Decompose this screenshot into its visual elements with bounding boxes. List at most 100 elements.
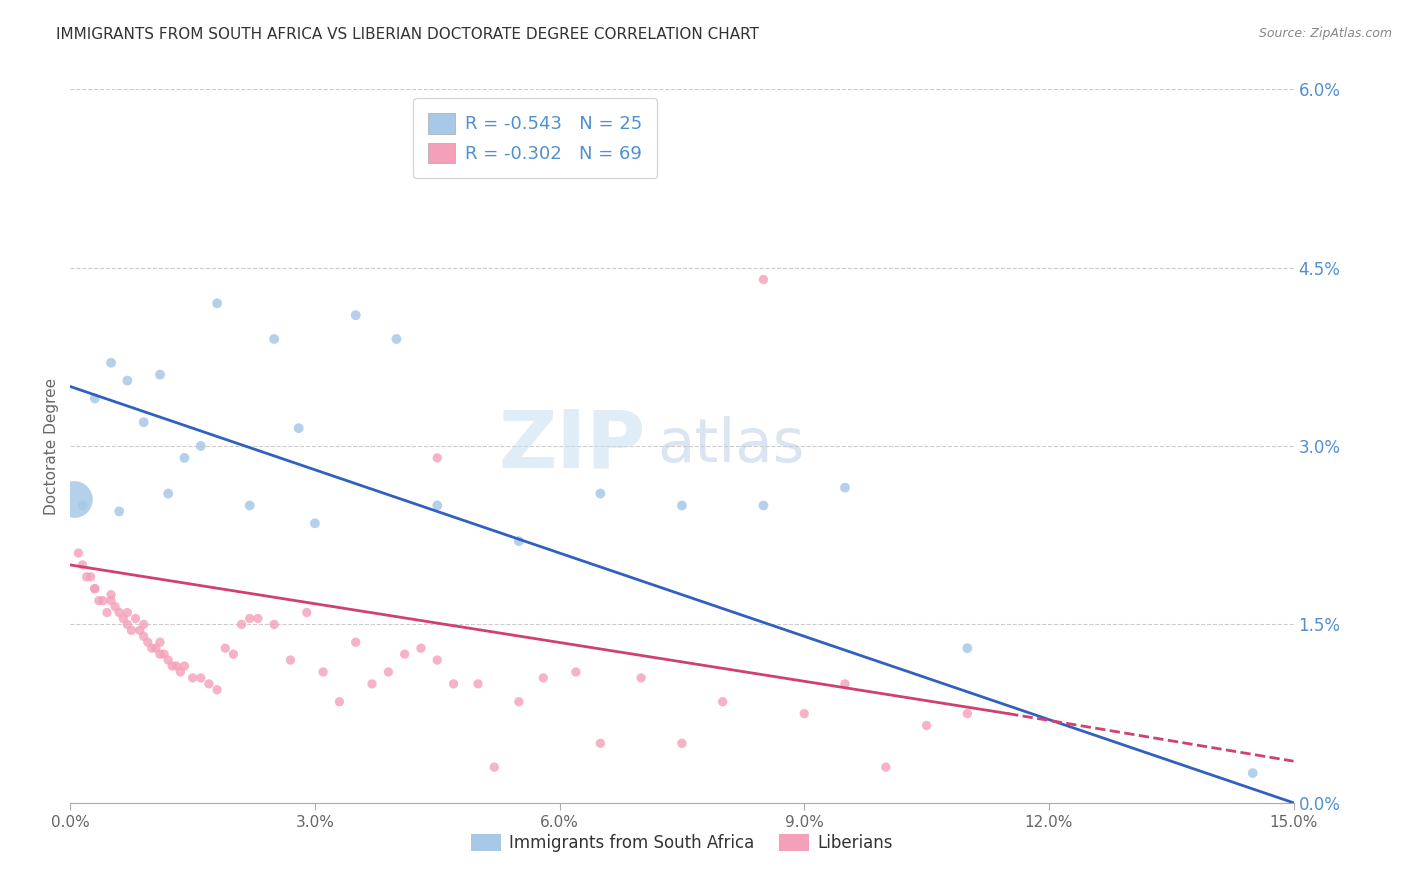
Point — [280, 653, 302, 667]
Point — [312, 665, 335, 679]
Point — [157, 486, 180, 500]
Point — [128, 624, 150, 638]
Point — [132, 629, 155, 643]
Point — [157, 653, 180, 667]
Point — [83, 582, 105, 596]
Point — [100, 356, 122, 370]
Point — [295, 606, 318, 620]
Point — [132, 415, 155, 429]
Point — [875, 760, 897, 774]
Point — [104, 599, 127, 614]
Text: IMMIGRANTS FROM SOUTH AFRICA VS LIBERIAN DOCTORATE DEGREE CORRELATION CHART: IMMIGRANTS FROM SOUTH AFRICA VS LIBERIAN… — [56, 27, 759, 42]
Point — [239, 611, 262, 625]
Text: atlas: atlas — [658, 417, 806, 475]
Point — [117, 374, 139, 388]
Point — [630, 671, 652, 685]
Point — [162, 659, 183, 673]
Point — [508, 534, 530, 549]
Point — [91, 593, 114, 607]
Point — [711, 695, 734, 709]
Point — [752, 272, 775, 286]
Point — [589, 736, 612, 750]
Point — [426, 450, 449, 465]
Point — [72, 499, 94, 513]
Point — [141, 641, 163, 656]
Point — [484, 760, 506, 774]
Point — [671, 499, 693, 513]
Point — [100, 588, 122, 602]
Point — [83, 392, 105, 406]
Point — [108, 606, 131, 620]
Point — [1241, 766, 1264, 780]
Y-axis label: Doctorate Degree: Doctorate Degree — [44, 377, 59, 515]
Point — [117, 617, 139, 632]
Point — [121, 624, 143, 638]
Point — [205, 682, 228, 697]
Point — [117, 606, 139, 620]
Point — [173, 450, 195, 465]
Point — [467, 677, 489, 691]
Point — [165, 659, 187, 673]
Point — [344, 308, 367, 322]
Point — [190, 671, 212, 685]
Point — [145, 641, 167, 656]
Point — [426, 499, 449, 513]
Point — [231, 617, 253, 632]
Point — [263, 332, 285, 346]
Point — [956, 706, 979, 721]
Point — [834, 677, 856, 691]
Point — [589, 486, 612, 500]
Point — [169, 665, 191, 679]
Point — [67, 546, 90, 560]
Point — [915, 718, 938, 732]
Point — [287, 421, 309, 435]
Point — [96, 606, 118, 620]
Point — [239, 499, 262, 513]
Point — [385, 332, 408, 346]
Point — [565, 665, 588, 679]
Point — [72, 558, 94, 572]
Point — [304, 516, 326, 531]
Point — [956, 641, 979, 656]
Point — [377, 665, 399, 679]
Point — [409, 641, 432, 656]
Point — [834, 481, 856, 495]
Point — [361, 677, 384, 691]
Point — [132, 617, 155, 632]
Point — [108, 504, 131, 518]
Text: Source: ZipAtlas.com: Source: ZipAtlas.com — [1258, 27, 1392, 40]
Point — [181, 671, 204, 685]
Point — [263, 617, 285, 632]
Text: ZIP: ZIP — [498, 407, 645, 485]
Point — [87, 593, 110, 607]
Point — [752, 499, 775, 513]
Point — [153, 647, 176, 661]
Point — [63, 492, 86, 507]
Point — [149, 368, 172, 382]
Point — [508, 695, 530, 709]
Point — [531, 671, 554, 685]
Point — [344, 635, 367, 649]
Point — [246, 611, 269, 625]
Point — [79, 570, 103, 584]
Point — [671, 736, 693, 750]
Point — [173, 659, 195, 673]
Point — [100, 593, 122, 607]
Point — [443, 677, 465, 691]
Point — [136, 635, 159, 649]
Point — [198, 677, 221, 691]
Point — [793, 706, 815, 721]
Point — [205, 296, 228, 310]
Point — [328, 695, 350, 709]
Point — [426, 653, 449, 667]
Point — [83, 582, 105, 596]
Point — [214, 641, 236, 656]
Point — [394, 647, 416, 661]
Point — [222, 647, 245, 661]
Point — [149, 635, 172, 649]
Legend: Immigrants from South Africa, Liberians: Immigrants from South Africa, Liberians — [464, 827, 900, 859]
Point — [149, 647, 172, 661]
Point — [76, 570, 98, 584]
Point — [124, 611, 146, 625]
Point — [112, 611, 135, 625]
